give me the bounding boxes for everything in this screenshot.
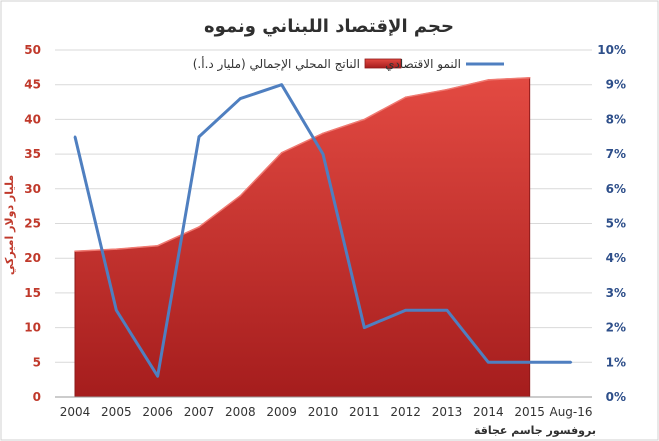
left-tick-label: 0 <box>33 390 41 404</box>
right-tick-label: 1% <box>606 355 626 369</box>
x-tick-label: 2007 <box>184 405 215 419</box>
growth-point <box>569 361 573 364</box>
x-tick-label: 2015 <box>514 405 545 419</box>
gdp-point <box>446 88 448 91</box>
growth-point <box>280 83 283 86</box>
growth-point <box>156 374 159 378</box>
left-tick-label: 35 <box>24 147 41 161</box>
x-tick-label: 2013 <box>432 405 463 419</box>
left-axis-label: مليار دولار اميركي <box>3 175 16 275</box>
right-tick-label: 4% <box>606 251 626 265</box>
gdp-point <box>487 79 490 81</box>
growth-point <box>115 309 118 312</box>
x-tick-label: 2004 <box>60 405 91 419</box>
left-tick-label: 5 <box>33 355 41 369</box>
growth-point <box>487 361 490 364</box>
growth-point <box>445 309 449 312</box>
right-tick-label: 6% <box>606 182 626 196</box>
left-tick-label: 40 <box>24 112 41 126</box>
gdp-point <box>198 226 200 228</box>
x-tick-label: 2010 <box>308 405 339 419</box>
growth-point <box>321 152 325 156</box>
x-tick-label: 2005 <box>101 405 132 419</box>
gdp-point <box>280 151 283 154</box>
x-tick-label: 2006 <box>142 405 173 419</box>
gdp-point <box>363 118 366 121</box>
gdp-point <box>322 132 324 135</box>
right-tick-label: 3% <box>606 286 626 300</box>
right-tick-label: 0% <box>606 390 626 404</box>
growth-point <box>404 309 407 312</box>
right-tick-label: 10% <box>597 43 626 57</box>
gdp-area-edge <box>74 77 530 253</box>
legend-label-growth: النمو الاقتصادي <box>385 57 461 72</box>
x-tick-label: 2008 <box>225 405 256 419</box>
gdp-point <box>156 244 159 247</box>
right-tick-label: 7% <box>606 147 626 161</box>
gdp-area-series <box>74 76 531 398</box>
x-tick-label: 2009 <box>266 405 297 419</box>
chart-title: حجم الإقتصاد اللبناني ونموه <box>204 16 454 37</box>
left-tick-label: 15 <box>24 286 41 300</box>
gdp-point <box>239 194 242 197</box>
x-tick-label: Aug-16 <box>549 405 592 419</box>
left-tick-label: 50 <box>24 43 41 57</box>
left-tick-label: 25 <box>24 217 41 231</box>
left-tick-label: 10 <box>24 321 41 335</box>
author-credit: بروفسور جاسم عجاقة <box>474 424 596 437</box>
growth-point <box>363 326 366 329</box>
x-tick-label: 2012 <box>390 405 421 419</box>
growth-point <box>528 361 531 364</box>
left-tick-label: 20 <box>24 251 41 265</box>
legend: الناتج المحلي الإجمالي (مليار د.أ.) النمو… <box>193 56 504 72</box>
legend-swatch-gdp <box>364 58 402 69</box>
growth-line-series <box>73 83 573 378</box>
gdp-point <box>404 96 407 98</box>
left-tick-label: 30 <box>24 182 41 196</box>
legend-label-gdp: الناتج المحلي الإجمالي (مليار د.أ.) <box>193 56 360 72</box>
right-tick-label: 5% <box>606 217 626 231</box>
x-tick-label: 2014 <box>473 405 504 419</box>
gdp-point <box>115 248 118 250</box>
growth-point <box>73 135 77 138</box>
growth-point <box>239 97 242 100</box>
gdp-point <box>528 76 531 79</box>
right-tick-label: 8% <box>606 112 626 126</box>
right-tick-label: 9% <box>606 78 626 92</box>
axes: 0 5 10 15 20 25 30 35 40 45 50 0% 1% 2% 3% 4% 5% 6% 7% 8% 9%… <box>24 43 626 419</box>
right-tick-label: 2% <box>606 321 626 335</box>
x-tick-label: 2011 <box>349 405 380 419</box>
gdp-point <box>74 250 76 253</box>
growth-point <box>197 135 201 138</box>
left-tick-label: 45 <box>24 78 41 92</box>
